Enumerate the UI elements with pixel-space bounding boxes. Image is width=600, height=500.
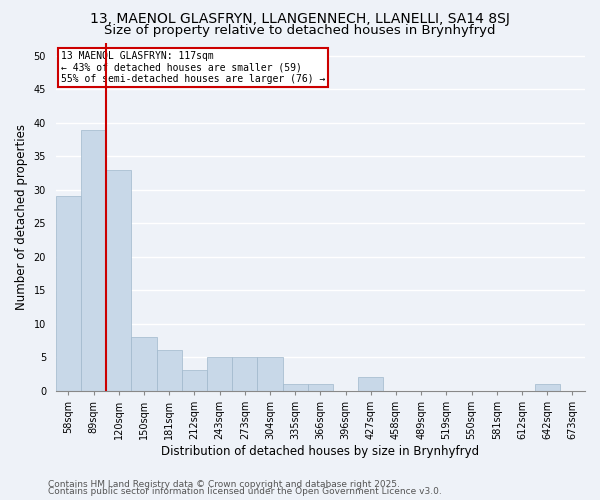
Bar: [157, 350, 182, 391]
Text: 13 MAENOL GLASFRYN: 117sqm
← 43% of detached houses are smaller (59)
55% of semi: 13 MAENOL GLASFRYN: 117sqm ← 43% of deta…: [61, 51, 325, 84]
Text: Size of property relative to detached houses in Brynhyfryd: Size of property relative to detached ho…: [104, 24, 496, 37]
Text: Contains HM Land Registry data © Crown copyright and database right 2025.: Contains HM Land Registry data © Crown c…: [48, 480, 400, 489]
Y-axis label: Number of detached properties: Number of detached properties: [15, 124, 28, 310]
Bar: [182, 370, 207, 390]
Bar: [535, 384, 560, 390]
Bar: [232, 357, 257, 390]
Bar: [81, 130, 106, 390]
Bar: [131, 337, 157, 390]
Text: 13, MAENOL GLASFRYN, LLANGENNECH, LLANELLI, SA14 8SJ: 13, MAENOL GLASFRYN, LLANGENNECH, LLANEL…: [90, 12, 510, 26]
Bar: [308, 384, 333, 390]
Bar: [257, 357, 283, 390]
Bar: [106, 170, 131, 390]
Bar: [56, 196, 81, 390]
Bar: [283, 384, 308, 390]
Bar: [358, 377, 383, 390]
Text: Contains public sector information licensed under the Open Government Licence v3: Contains public sector information licen…: [48, 487, 442, 496]
Bar: [207, 357, 232, 390]
X-axis label: Distribution of detached houses by size in Brynhyfryd: Distribution of detached houses by size …: [161, 444, 479, 458]
